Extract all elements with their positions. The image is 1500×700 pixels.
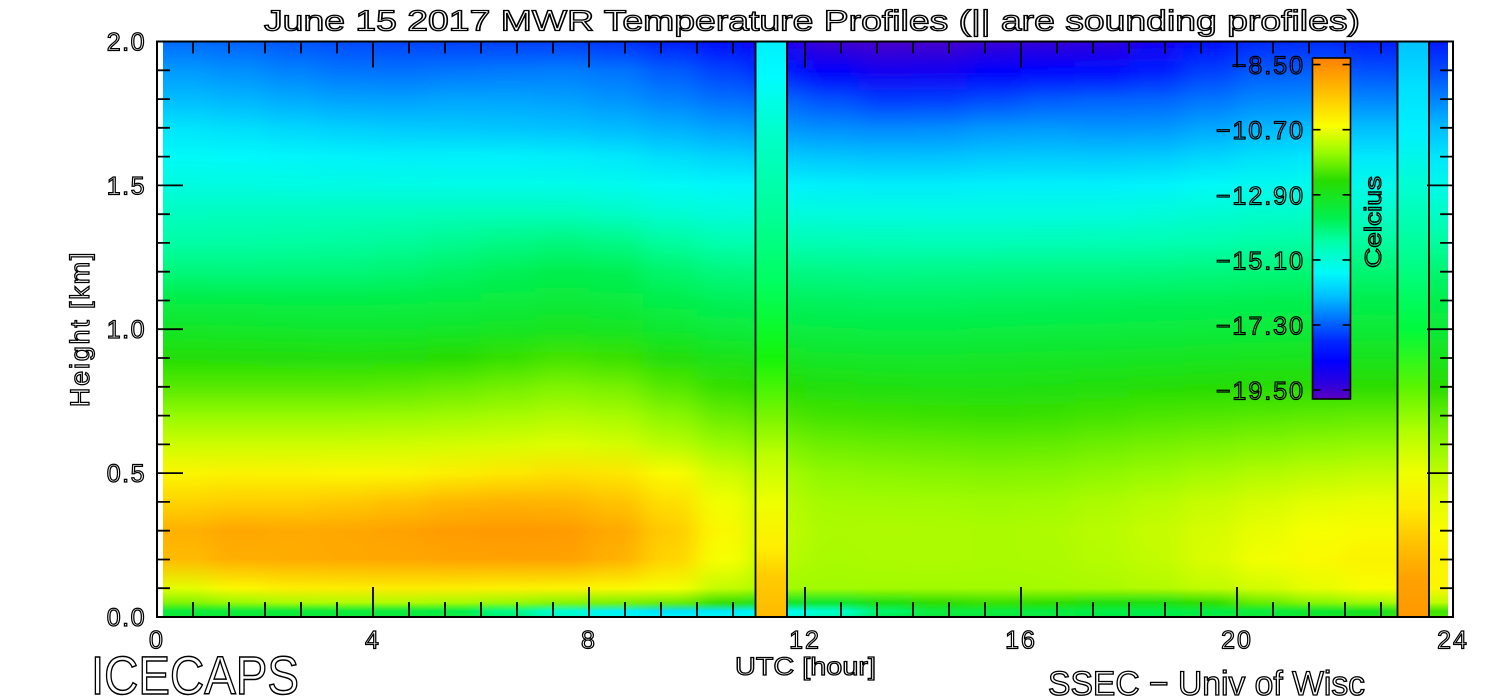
svg-text:−10.70: −10.70 [1216,117,1305,145]
svg-text:8: 8 [581,627,597,655]
svg-text:SSEC − Univ of Wisc: SSEC − Univ of Wisc [1048,665,1365,700]
svg-text:20: 20 [1221,627,1253,655]
svg-text:1.5: 1.5 [107,172,146,200]
svg-text:0.5: 0.5 [107,460,146,488]
svg-text:−15.10: −15.10 [1216,247,1305,275]
svg-text:June 15 2017 MWR Temperature P: June 15 2017 MWR Temperature Profiles (|… [264,6,1360,38]
svg-text:16: 16 [1005,627,1037,655]
svg-text:−17.30: −17.30 [1216,313,1305,341]
svg-text:−19.50: −19.50 [1216,378,1305,406]
svg-text:Celcius: Celcius [1360,176,1386,268]
svg-text:−8.50: −8.50 [1232,52,1305,80]
svg-text:UTC [hour]: UTC [hour] [735,653,876,681]
svg-text:12: 12 [789,627,821,655]
svg-text:0: 0 [149,627,165,655]
svg-text:24: 24 [1437,627,1469,655]
svg-text:Height [km]: Height [km] [65,251,95,407]
svg-text:ICECAPS: ICECAPS [91,646,299,700]
svg-text:2.0: 2.0 [107,29,146,57]
svg-text:−12.90: −12.90 [1216,182,1305,210]
svg-text:0.0: 0.0 [107,604,146,632]
svg-text:1.0: 1.0 [107,316,146,344]
svg-text:4: 4 [365,627,381,655]
